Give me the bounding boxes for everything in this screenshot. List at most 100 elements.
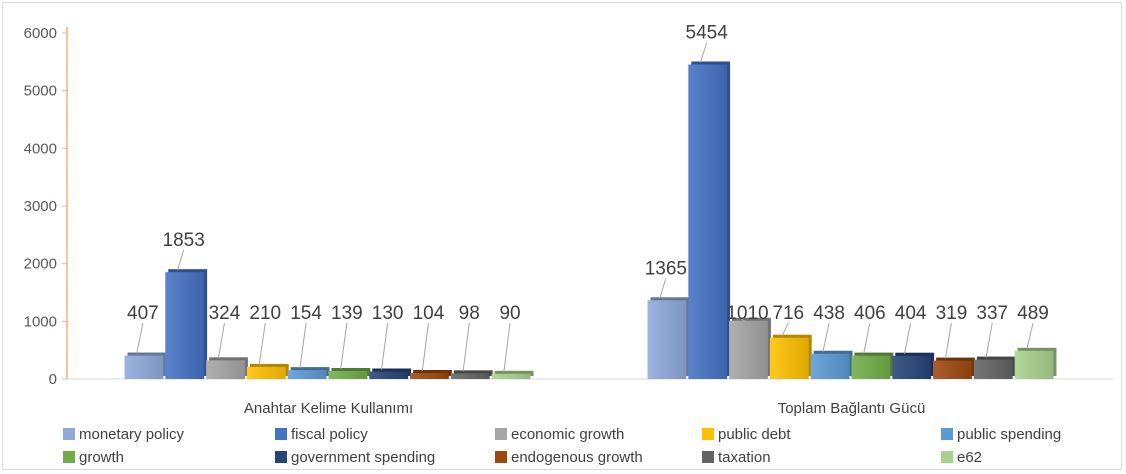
legend-item: government spending	[275, 447, 495, 467]
legend-swatch	[63, 428, 75, 440]
data-label-leader	[258, 322, 266, 365]
data-label-leader	[340, 322, 348, 370]
legend-item: monetary policy	[63, 424, 275, 444]
data-label: 5454	[686, 22, 729, 43]
data-label: 90	[499, 303, 520, 324]
data-label-leader	[462, 322, 470, 372]
legend-label: fiscal policy	[291, 425, 368, 443]
legend-swatch	[63, 451, 75, 463]
bar	[647, 300, 687, 379]
legend-swatch	[941, 451, 953, 463]
bar	[369, 371, 409, 379]
data-label: 1010	[726, 303, 768, 324]
data-label-leader	[741, 318, 748, 324]
bar	[1014, 350, 1054, 379]
legend-item: endogenous growth	[495, 447, 702, 467]
bar	[287, 370, 327, 379]
y-tick-label: 3000	[24, 198, 57, 215]
data-label: 406	[854, 303, 886, 324]
legend-item: e62	[941, 447, 1111, 467]
legend-swatch	[275, 451, 287, 463]
bar-depth	[413, 370, 452, 376]
category-label: Toplam Bağlantı Gücü	[778, 400, 926, 417]
data-label: 154	[290, 303, 322, 324]
data-label: 104	[413, 303, 445, 324]
legend: monetary policy fiscal policy economic gro…	[63, 424, 1113, 467]
y-tick-label: 0	[49, 371, 57, 388]
bar	[933, 360, 972, 379]
legend-swatch	[275, 428, 287, 440]
data-label-leader	[944, 322, 952, 359]
data-label-leader	[904, 322, 912, 354]
legend-swatch	[495, 451, 507, 463]
bar	[973, 359, 1013, 379]
data-label-leader	[1026, 322, 1034, 349]
y-tick-label: 1000	[24, 313, 57, 330]
data-label: 98	[459, 303, 480, 324]
bar-depth	[494, 370, 534, 376]
legend-item: growth	[63, 447, 275, 467]
bar	[410, 373, 449, 379]
legend-label: endogenous growth	[511, 448, 643, 466]
bar	[165, 272, 205, 379]
bar	[124, 355, 164, 379]
bar	[206, 360, 245, 379]
legend-swatch	[702, 428, 714, 440]
data-label: 210	[249, 303, 281, 324]
data-label: 404	[895, 303, 927, 324]
bar	[892, 355, 932, 379]
data-label-leader	[381, 322, 389, 370]
legend-label: public spending	[957, 425, 1062, 443]
y-tick-label: 4000	[24, 140, 57, 157]
data-label: 319	[936, 303, 968, 324]
data-label-leader	[136, 322, 144, 354]
data-label-leader	[822, 322, 830, 352]
data-label: 337	[976, 303, 1008, 324]
y-tick-label: 6000	[24, 25, 57, 42]
legend-swatch	[495, 428, 507, 440]
legend-item: public debt	[702, 424, 941, 444]
bar	[851, 355, 891, 379]
bar	[246, 366, 286, 379]
legend-item: taxation	[702, 447, 941, 467]
data-label-leader	[177, 249, 185, 271]
data-label-leader	[985, 322, 993, 358]
legend-label: growth	[79, 448, 125, 466]
y-tick-label: 5000	[24, 83, 57, 100]
data-label: 324	[209, 303, 241, 324]
data-label-leader	[503, 322, 511, 372]
data-label: 130	[372, 303, 404, 324]
category-label: Anahtar Kelime Kullanımı	[244, 400, 413, 417]
legend-item: economic growth	[495, 424, 702, 444]
bar	[328, 370, 368, 379]
data-label-leader	[217, 322, 225, 359]
data-label: 1365	[645, 258, 687, 279]
data-label-leader	[299, 322, 307, 369]
data-label: 716	[772, 303, 804, 324]
bar-chart: 0 1000 2000 3000 4000 5000 6000 407 1853 324 210 15…	[24, 22, 1113, 417]
data-label: 489	[1017, 303, 1049, 324]
legend-label: economic growth	[511, 425, 625, 443]
bar	[491, 373, 531, 379]
legend-swatch	[702, 451, 714, 463]
data-label: 438	[813, 303, 845, 324]
data-label-leader	[421, 322, 429, 372]
legend-label: taxation	[718, 448, 771, 466]
legend-label: monetary policy	[79, 425, 185, 443]
data-label-leader	[863, 322, 871, 354]
data-label-leader	[781, 322, 789, 336]
legend-swatch	[941, 428, 953, 440]
data-label: 139	[331, 303, 363, 324]
data-label: 1853	[163, 230, 205, 251]
bar	[810, 353, 850, 379]
legend-item: fiscal policy	[275, 424, 495, 444]
y-tick-label: 2000	[24, 256, 57, 273]
legend-item: public spending	[941, 424, 1111, 444]
data-label-leader	[659, 278, 667, 299]
legend-label: e62	[957, 448, 983, 466]
bar	[729, 320, 768, 379]
bar	[769, 337, 809, 379]
data-label: 407	[127, 303, 159, 324]
data-label-leader	[700, 42, 708, 63]
